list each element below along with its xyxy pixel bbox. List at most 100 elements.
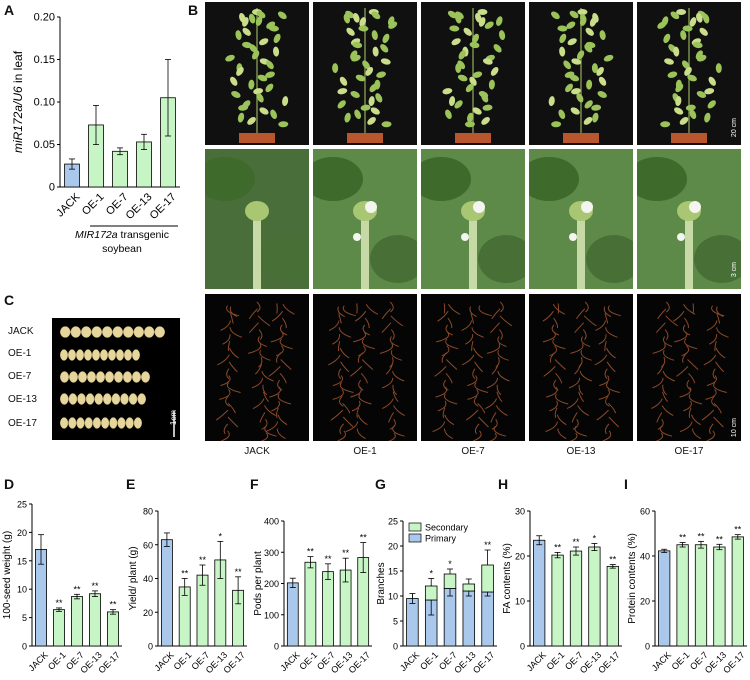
dry-branch [445,338,459,350]
scale-bar-label: 10 cm [731,418,738,438]
leaf [493,44,502,53]
dry-branch [279,338,293,350]
dry-branch [705,389,717,400]
photo-column-label: JACK [244,446,270,457]
leaf [715,63,722,74]
dry-branch [582,329,587,340]
leaf [571,88,581,95]
leaf [583,116,593,125]
dry-branch [215,409,229,421]
y-tick-label: 15 [388,567,398,577]
dry-branch [688,407,692,418]
stem [685,209,693,289]
y-tick-label: 0.05 [34,139,55,151]
dry-branch [277,414,288,426]
dry-branch [277,393,291,405]
leaf [685,104,696,111]
leaf [484,21,494,29]
dry-branch [598,389,611,400]
photo-dry-4 [637,294,741,441]
leaf [225,54,235,62]
leaf [571,58,582,65]
dry-branch [220,320,231,331]
leaf [548,96,555,107]
y-tick-label: 15 [17,556,27,566]
photo-column-label: OE-1 [353,446,377,457]
leaf [445,109,452,120]
y-tick-label: 100 [264,610,279,620]
pot [563,133,599,143]
seed [76,417,85,429]
dry-branch [577,405,590,416]
leaf [359,17,367,27]
photo-dry-3 [529,294,633,441]
dry-branch [281,317,287,329]
leaf [236,66,244,76]
seed [108,349,116,361]
dry-branch [257,336,267,347]
seed [124,349,132,361]
leaf-blur [529,157,579,201]
stem [577,209,585,289]
leaf-blur [370,235,417,283]
flower [365,201,377,213]
y-axis-label: Branches [376,562,387,604]
dry-branch [448,304,461,315]
y-tick-label: 40 [143,574,153,584]
flower [581,201,593,213]
dry-branch [365,304,379,315]
dry-branch [446,359,458,370]
x-tick-label: JACK [650,650,673,673]
x-tick-label: OE-1 [545,650,567,672]
dry-branch [579,370,592,382]
seed [141,371,150,383]
dry-branch [252,398,265,410]
leaf [365,66,374,76]
leaf [472,107,482,115]
dry-branch [655,322,666,334]
bar [533,539,546,647]
leaf [362,60,370,70]
seed [132,371,141,383]
y-tick-label: 300 [264,548,279,558]
dry-branch [661,405,674,416]
dry-branch [444,393,458,405]
leaf [472,33,479,44]
seed [100,349,108,361]
dry-branch [474,361,484,373]
dry-branch [441,345,450,357]
dry-branch [358,345,366,357]
y-tick-label: 10 [17,585,27,595]
dry-branch [549,352,556,363]
seed [114,371,123,383]
leaf [387,16,395,26]
legend-label: Secondary [425,523,469,533]
dry-branch [543,366,556,377]
leaf [381,121,392,128]
leaf [337,88,348,95]
leaf [354,109,362,120]
leaf [235,30,242,41]
dry-branch [338,368,342,380]
dry-branch [688,393,703,405]
dry-branch [716,313,721,324]
dry-branch [390,329,395,340]
legend-label: Primary [425,534,456,544]
dry-branch [662,384,667,396]
leaf [679,116,689,125]
leaf [567,38,577,46]
dry-branch [381,398,394,410]
y-tick-label: 0.20 [34,12,55,24]
leaf [464,121,475,128]
leaf [247,116,256,125]
leaf [458,50,466,60]
significance-mark: ** [199,555,207,565]
dry-branch [364,317,370,329]
seed-scale-bar-label: 1cm [169,410,178,426]
dry-branch [229,347,239,359]
leaf [676,9,687,15]
x-tick-label: OE-17 [471,650,496,675]
dry-branch [542,310,554,322]
y-tick-label: 0.10 [34,97,55,109]
dry-branch [229,327,243,338]
